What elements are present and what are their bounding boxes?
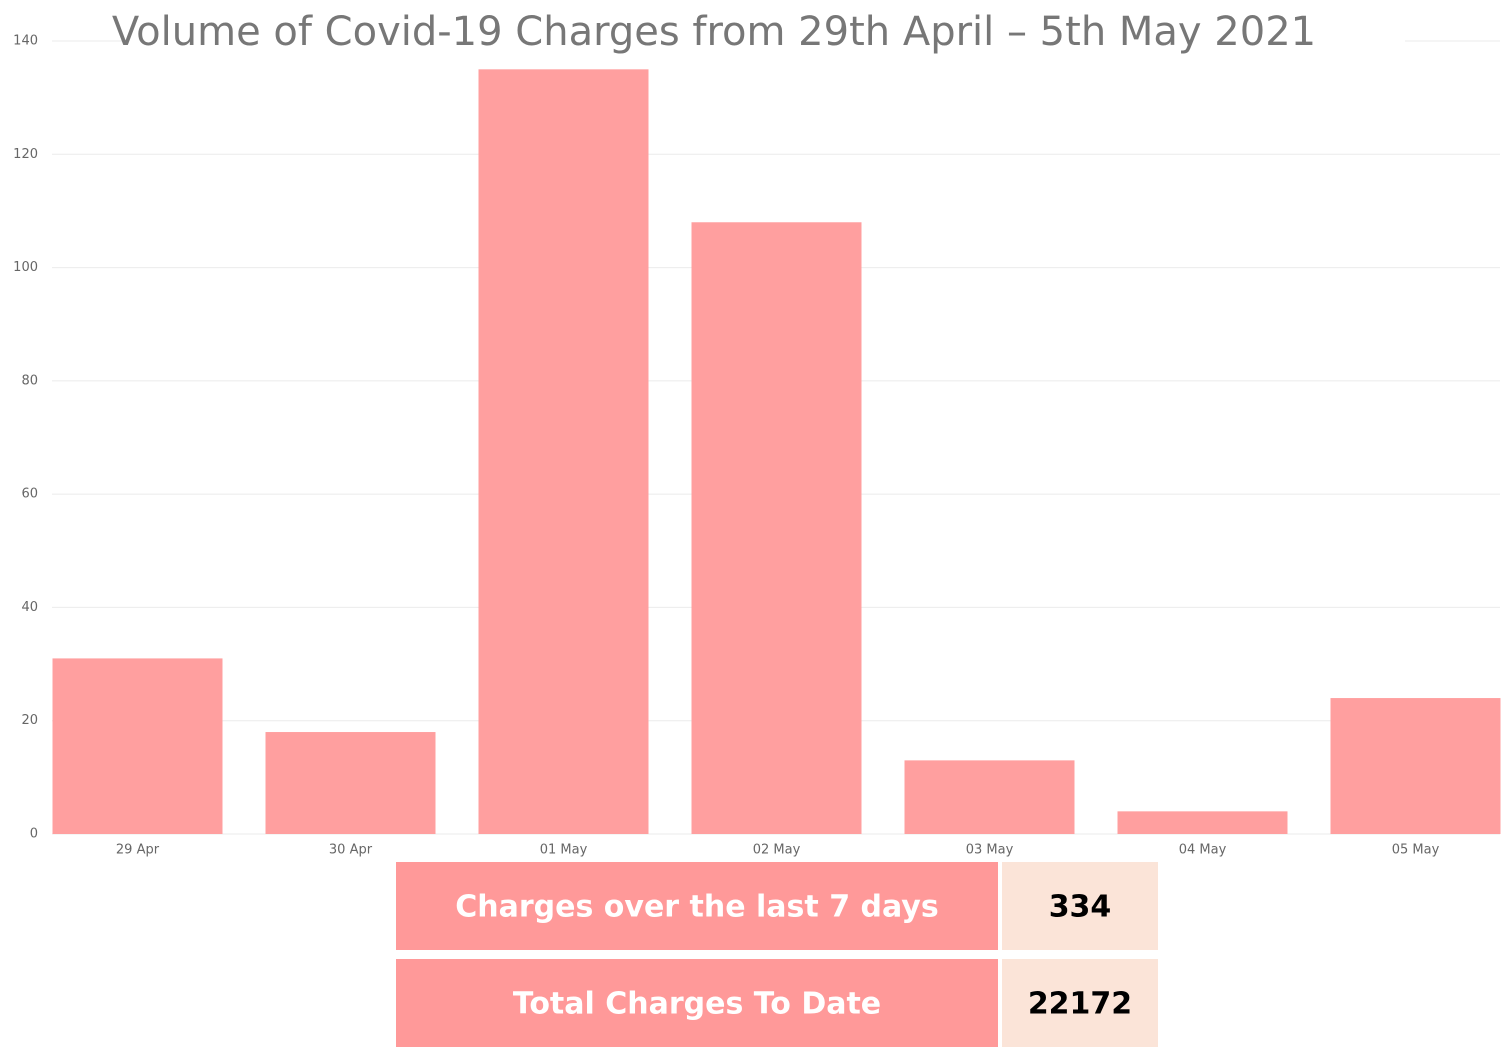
x-tick-label: 05 May	[1392, 843, 1440, 858]
bar	[52, 658, 223, 834]
summary-value: 22172	[1028, 987, 1132, 1022]
bar	[265, 732, 436, 834]
bar	[1330, 698, 1501, 834]
chart-title: Volume of Covid-19 Charges from 29th Apr…	[112, 9, 1316, 55]
summary-value: 334	[1049, 890, 1112, 925]
x-tick-label: 04 May	[1179, 843, 1227, 858]
y-tick-label: 80	[21, 373, 38, 388]
y-tick-label: 40	[21, 600, 38, 615]
summary-value-cell	[1002, 959, 1158, 1047]
y-tick-label: 120	[13, 147, 38, 162]
x-tick-label: 03 May	[966, 843, 1014, 858]
x-tick-label: 01 May	[540, 843, 588, 858]
y-tick-label: 60	[21, 487, 38, 502]
summary-value-cell	[1002, 862, 1158, 950]
x-tick-label: 30 Apr	[329, 843, 373, 858]
bar	[1117, 811, 1288, 834]
bar	[478, 69, 649, 835]
y-tick-label: 20	[21, 713, 38, 728]
summary-label: Total Charges To Date	[513, 987, 881, 1022]
y-tick-label: 100	[13, 260, 38, 275]
x-tick-label: 29 Apr	[116, 843, 160, 858]
y-tick-label: 140	[13, 34, 38, 49]
x-tick-label: 02 May	[753, 843, 801, 858]
summary-label-cell	[396, 862, 998, 950]
summary-label-cell	[396, 959, 998, 1047]
y-tick-label: 0	[30, 827, 38, 842]
title-background	[125, 8, 1405, 64]
bar	[691, 222, 862, 834]
summary-label: Charges over the last 7 days	[455, 890, 938, 925]
bar	[904, 760, 1075, 834]
